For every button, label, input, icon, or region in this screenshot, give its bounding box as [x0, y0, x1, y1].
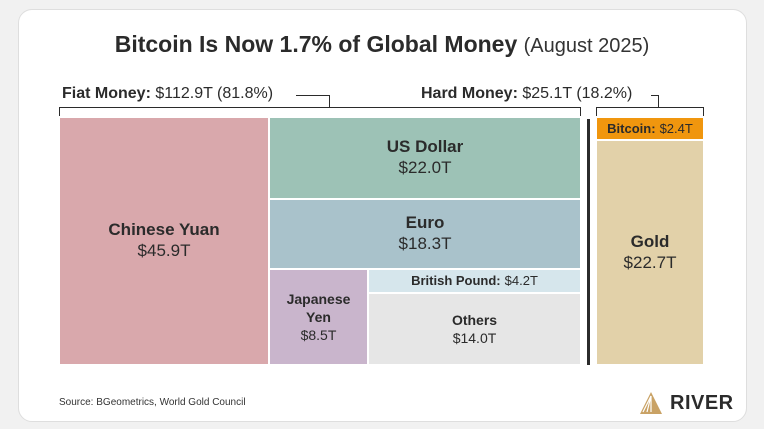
- tile-value: $18.3T: [398, 234, 452, 253]
- river-mountain-icon: [640, 392, 662, 414]
- fiat-hard-divider: [587, 119, 590, 365]
- tile-label: Chinese Yuan: [108, 220, 220, 239]
- fiat-money-value: $112.9T (81.8%): [155, 85, 274, 102]
- tile-others: Others $14.0T: [367, 292, 582, 366]
- tile-label: Bitcoin:: [607, 120, 656, 136]
- tile-label: Euro: [405, 213, 445, 232]
- hard-money-value: $25.1T (18.2%): [522, 85, 633, 102]
- chart-title: Bitcoin Is Now 1.7% of Global Money (Aug…: [0, 30, 764, 60]
- tile-label: British Pound:: [411, 273, 501, 288]
- tile-chinese-yuan: Chinese Yuan $45.9T: [58, 116, 270, 366]
- tile-value: $2.4T: [659, 120, 693, 136]
- fiat-money-label: Fiat Money: $112.9T (81.8%): [62, 84, 273, 104]
- title-main: Bitcoin Is Now 1.7% of Global Money: [114, 31, 518, 57]
- tile-label: US Dollar: [386, 137, 464, 156]
- tile-label: Gold: [630, 231, 670, 251]
- tile-label: Others: [451, 312, 498, 328]
- tile-value: $45.9T: [137, 241, 191, 260]
- tile-value: $4.2T: [504, 273, 538, 288]
- tile-british-pound: British Pound: $4.2T: [367, 268, 582, 294]
- tile-value: $14.0T: [452, 330, 497, 346]
- tile-japanese-yen: Japanese Yen $8.5T: [268, 268, 369, 366]
- tile-euro: Euro $18.3T: [268, 198, 582, 270]
- hard-bracket: [596, 107, 704, 116]
- tile-bitcoin: Bitcoin: $2.4T: [595, 116, 705, 141]
- title-subtitle: (August 2025): [523, 35, 650, 57]
- hard-money-label: Hard Money: $25.1T (18.2%): [421, 84, 632, 104]
- fiat-money-name: Fiat Money:: [62, 85, 151, 102]
- source-note: Source: BGeometrics, World Gold Council: [59, 397, 246, 408]
- river-logo: RIVER: [638, 390, 734, 416]
- hard-money-name: Hard Money:: [421, 85, 518, 102]
- tile-value: $8.5T: [300, 327, 337, 343]
- tile-label: Japanese Yen: [286, 291, 351, 325]
- tile-value: $22.0T: [398, 158, 452, 177]
- tile-us-dollar: US Dollar $22.0T: [268, 116, 582, 200]
- river-brand-text: RIVER: [670, 391, 734, 414]
- hard-bracket-connector: [651, 95, 659, 108]
- tile-gold: Gold $22.7T: [595, 139, 705, 366]
- fiat-bracket-connector: [296, 95, 330, 108]
- fiat-bracket: [59, 107, 581, 116]
- tile-value: $22.7T: [623, 252, 677, 272]
